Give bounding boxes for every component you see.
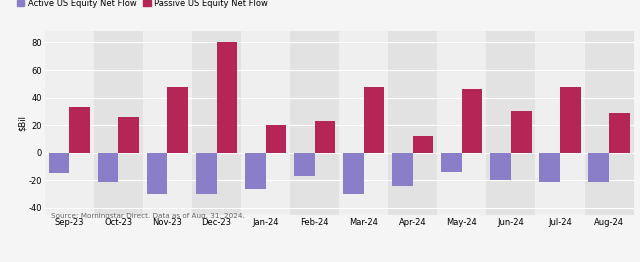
Bar (392, 153, 413, 186)
Bar (294, 153, 315, 176)
Bar (540, 153, 560, 182)
Bar (364, 87, 385, 153)
Bar (94, 31, 143, 215)
Bar (536, 31, 584, 215)
Bar (388, 31, 437, 215)
Y-axis label: $Bil: $Bil (18, 115, 27, 131)
Bar (343, 153, 364, 194)
Bar (413, 136, 433, 153)
Bar (339, 31, 388, 215)
Bar (45, 31, 94, 215)
Bar (315, 121, 335, 153)
Bar (168, 87, 188, 153)
Bar (69, 107, 90, 153)
Bar (143, 31, 192, 215)
Bar (266, 125, 286, 153)
Legend: Active US Equity Net Flow, Passive US Equity Net Flow: Active US Equity Net Flow, Passive US Eq… (13, 0, 271, 11)
Bar (196, 153, 216, 194)
Text: Source: Morningstar Direct. Data as of Aug. 31, 2024.: Source: Morningstar Direct. Data as of A… (51, 212, 244, 219)
Bar (462, 89, 483, 153)
Bar (98, 153, 118, 182)
Bar (584, 31, 634, 215)
Bar (441, 153, 462, 172)
Bar (192, 31, 241, 215)
Bar (118, 117, 139, 153)
Bar (290, 31, 339, 215)
Bar (588, 153, 609, 182)
Bar (486, 31, 536, 215)
Bar (216, 42, 237, 153)
Bar (147, 153, 168, 194)
Bar (49, 153, 69, 173)
Bar (490, 153, 511, 180)
Bar (437, 31, 486, 215)
Bar (609, 113, 630, 153)
Bar (241, 31, 290, 215)
Bar (511, 111, 532, 153)
Bar (245, 153, 266, 189)
Bar (560, 87, 580, 153)
